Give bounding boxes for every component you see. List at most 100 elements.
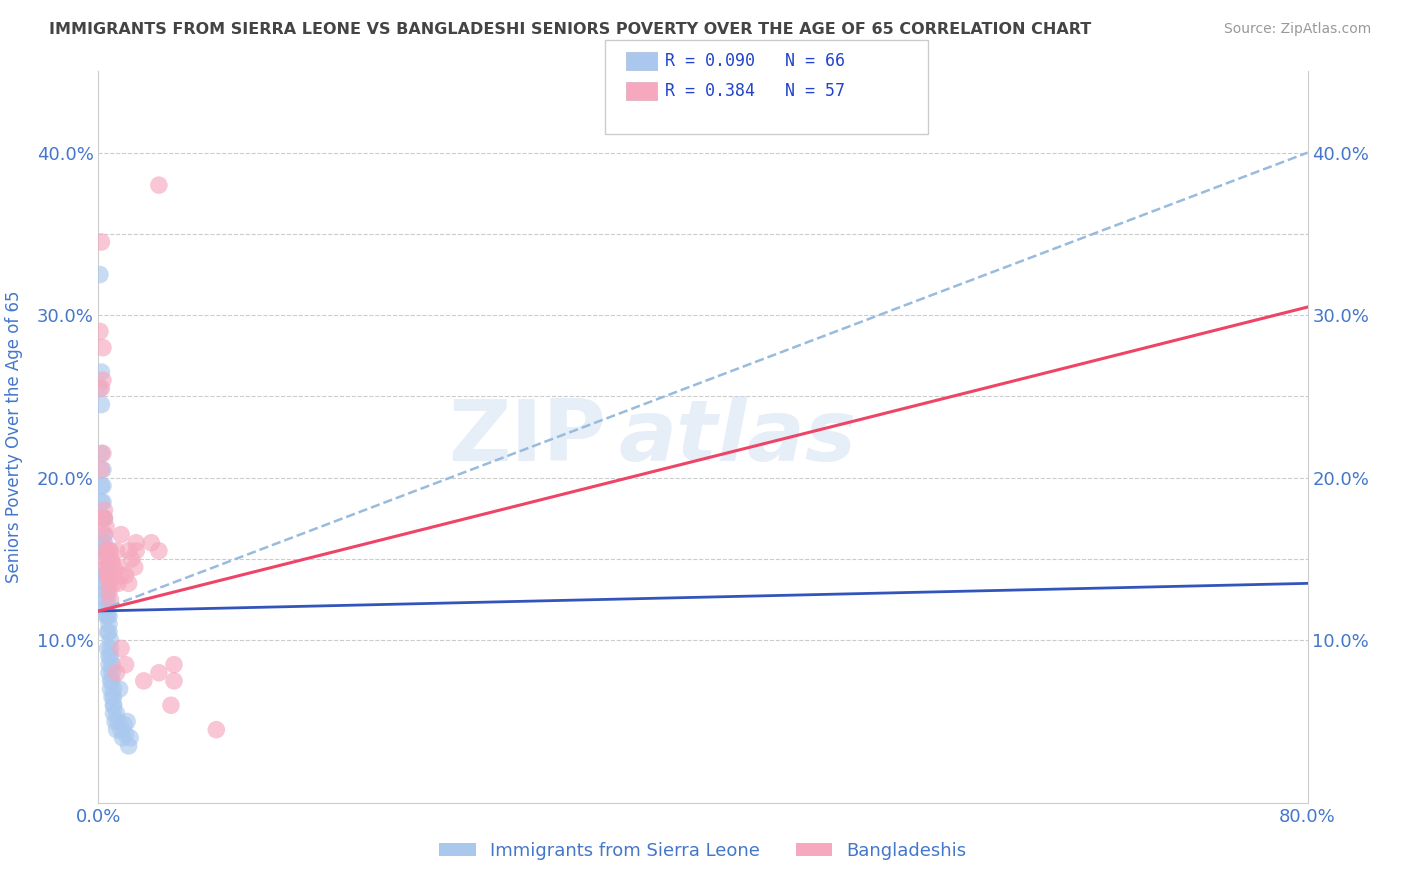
- Point: [94, 560, 117, 574]
- Point: [91, 511, 114, 525]
- Point: [104, 714, 127, 729]
- Point: [89, 381, 111, 395]
- Point: [107, 560, 129, 574]
- Point: [93, 511, 115, 525]
- Point: [93, 568, 115, 582]
- Point: [101, 665, 124, 680]
- Y-axis label: Seniors Poverty Over the Age of 65: Seniors Poverty Over the Age of 65: [4, 291, 22, 583]
- Point: [94, 519, 117, 533]
- Point: [90, 462, 112, 476]
- Point: [93, 568, 115, 582]
- Point: [100, 568, 122, 582]
- Point: [96, 568, 118, 582]
- Point: [141, 535, 163, 549]
- Point: [105, 665, 128, 680]
- Point: [93, 527, 115, 541]
- Point: [163, 657, 186, 672]
- Point: [98, 560, 121, 574]
- Point: [98, 576, 121, 591]
- Point: [93, 576, 115, 591]
- Point: [101, 555, 124, 569]
- Point: [94, 568, 117, 582]
- Point: [94, 576, 117, 591]
- Point: [94, 592, 117, 607]
- Point: [103, 698, 125, 713]
- Point: [101, 690, 124, 705]
- Point: [98, 657, 121, 672]
- Point: [91, 373, 114, 387]
- Point: [91, 535, 114, 549]
- Point: [90, 398, 112, 412]
- Point: [100, 649, 122, 664]
- Point: [103, 681, 125, 696]
- Point: [98, 552, 121, 566]
- Point: [110, 723, 132, 737]
- Point: [118, 576, 141, 591]
- Point: [94, 600, 117, 615]
- Point: [107, 714, 129, 729]
- Point: [93, 544, 115, 558]
- Point: [100, 641, 122, 656]
- Point: [98, 608, 121, 623]
- Point: [91, 479, 114, 493]
- Point: [96, 625, 118, 640]
- Point: [94, 552, 117, 566]
- Point: [114, 727, 136, 741]
- Point: [114, 568, 136, 582]
- Text: ZIP: ZIP: [449, 395, 606, 479]
- Point: [108, 681, 131, 696]
- Point: [105, 706, 128, 721]
- Point: [125, 544, 148, 558]
- Point: [98, 584, 121, 599]
- Point: [91, 446, 114, 460]
- Point: [118, 544, 141, 558]
- Point: [91, 511, 114, 525]
- Point: [148, 665, 170, 680]
- Point: [96, 641, 118, 656]
- Point: [93, 527, 115, 541]
- Point: [125, 535, 148, 549]
- Point: [96, 544, 118, 558]
- Point: [112, 718, 135, 732]
- Point: [132, 673, 155, 688]
- Point: [103, 576, 125, 591]
- Point: [94, 544, 117, 558]
- Point: [103, 698, 125, 713]
- Point: [89, 268, 111, 282]
- Text: R = 0.090   N = 66: R = 0.090 N = 66: [665, 52, 845, 70]
- Point: [90, 479, 112, 493]
- Point: [94, 584, 117, 599]
- Point: [90, 235, 112, 249]
- Point: [98, 665, 121, 680]
- Point: [90, 446, 112, 460]
- Point: [100, 681, 122, 696]
- Point: [90, 381, 112, 395]
- Point: [93, 535, 115, 549]
- Point: [121, 552, 143, 566]
- Point: [205, 723, 228, 737]
- Legend: Immigrants from Sierra Leone, Bangladeshis: Immigrants from Sierra Leone, Bangladesh…: [432, 835, 974, 867]
- Point: [98, 649, 121, 664]
- Text: Source: ZipAtlas.com: Source: ZipAtlas.com: [1223, 22, 1371, 37]
- Point: [100, 544, 122, 558]
- Point: [115, 714, 138, 729]
- Point: [96, 600, 118, 615]
- Point: [100, 592, 122, 607]
- Point: [101, 673, 124, 688]
- Point: [103, 560, 125, 574]
- Point: [94, 560, 117, 574]
- Point: [103, 706, 125, 721]
- Point: [98, 617, 121, 632]
- Point: [160, 698, 183, 713]
- Point: [91, 495, 114, 509]
- Point: [103, 568, 125, 582]
- Point: [148, 544, 170, 558]
- Point: [91, 341, 114, 355]
- Point: [93, 511, 115, 525]
- Point: [98, 625, 121, 640]
- Point: [91, 544, 114, 558]
- Text: IMMIGRANTS FROM SIERRA LEONE VS BANGLADESHI SENIORS POVERTY OVER THE AGE OF 65 C: IMMIGRANTS FROM SIERRA LEONE VS BANGLADE…: [49, 22, 1091, 37]
- Point: [96, 568, 118, 582]
- Point: [148, 178, 170, 193]
- Point: [120, 731, 142, 745]
